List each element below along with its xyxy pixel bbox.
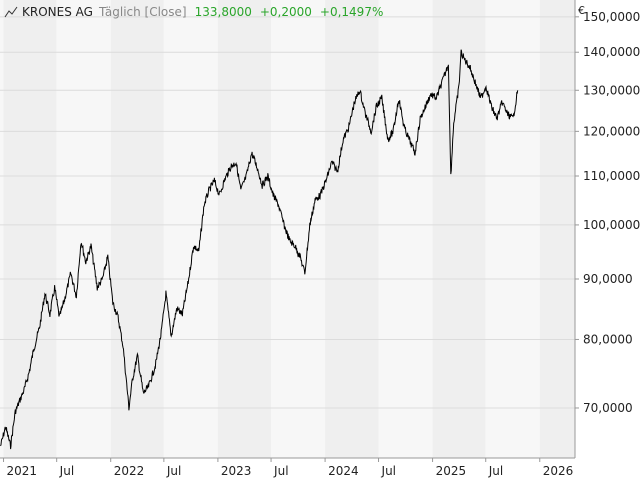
y-tick-label: 70,0000 bbox=[583, 401, 633, 415]
period-label: Täglich [Close] bbox=[98, 5, 187, 19]
y-tick-label: 120,0000 bbox=[583, 124, 640, 138]
change-absolute: +0,2000 bbox=[259, 5, 312, 19]
y-tick-labels: 70,0000 80,0000 90,0000 100,0000 110,0000 120… bbox=[575, 10, 640, 415]
y-tick-label: 140,0000 bbox=[583, 45, 640, 59]
line-chart-icon bbox=[4, 6, 18, 18]
x-tick-label: 2023 bbox=[221, 464, 252, 478]
y-tick-label: 110,0000 bbox=[583, 169, 640, 183]
period-band bbox=[3, 0, 57, 458]
period-band bbox=[378, 0, 433, 458]
x-tick-label: Jul bbox=[273, 464, 288, 478]
period-band bbox=[271, 0, 326, 458]
change-percent: +0,1497% bbox=[319, 5, 384, 19]
y-tick-label: 130,0000 bbox=[583, 83, 640, 97]
period-band bbox=[432, 0, 486, 458]
x-tick-label: 2025 bbox=[436, 464, 467, 478]
period-band bbox=[539, 0, 575, 458]
period-band bbox=[217, 0, 272, 458]
price-series-line bbox=[0, 49, 519, 450]
period-band bbox=[0, 0, 4, 458]
x-tick-label: Jul bbox=[59, 464, 74, 478]
y-tick-label: 150,0000 bbox=[583, 10, 640, 24]
period-bands bbox=[0, 0, 575, 458]
x-tick-label: Jul bbox=[381, 464, 396, 478]
x-tick-label: Jul bbox=[488, 464, 503, 478]
period-band bbox=[325, 0, 379, 458]
period-band bbox=[485, 0, 540, 458]
x-tick-label: 2026 bbox=[543, 464, 574, 478]
currency-unit: € bbox=[578, 4, 585, 17]
instrument-name: KRONES AG bbox=[22, 5, 93, 19]
x-tick-labels: 2021 Jul 2022 Jul 2023 Jul 2024 Jul 2025 Jul 2026 bbox=[3, 458, 574, 478]
y-tick-label: 80,0000 bbox=[583, 332, 633, 346]
x-tick-label: Jul bbox=[166, 464, 181, 478]
x-tick-label: 2022 bbox=[114, 464, 145, 478]
period-band bbox=[163, 0, 218, 458]
y-tick-label: 90,0000 bbox=[583, 272, 633, 286]
x-tick-label: 2024 bbox=[328, 464, 359, 478]
period-band bbox=[110, 0, 164, 458]
last-price: 133,8000 bbox=[194, 5, 252, 19]
chart-header: KRONES AG Täglich [Close] 133,8000 +0,20… bbox=[0, 0, 391, 24]
x-tick-label: 2021 bbox=[7, 464, 38, 478]
period-band bbox=[56, 0, 111, 458]
y-tick-label: 100,0000 bbox=[583, 218, 640, 232]
